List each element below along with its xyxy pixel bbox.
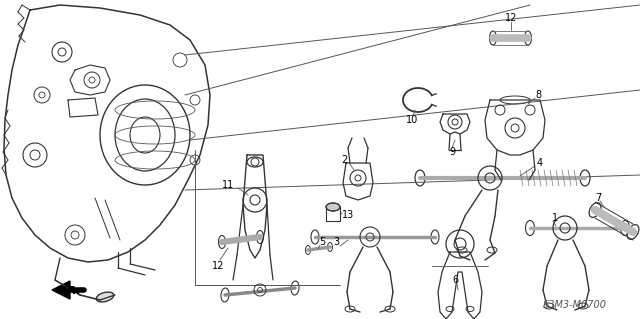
Text: 3: 3 (333, 237, 339, 247)
Text: 10: 10 (406, 115, 418, 125)
Ellipse shape (326, 203, 340, 211)
Text: S3M3-M0700: S3M3-M0700 (543, 300, 607, 310)
Text: 6: 6 (452, 275, 458, 285)
Text: 8: 8 (535, 90, 541, 100)
Text: 7: 7 (595, 193, 601, 203)
Polygon shape (52, 281, 70, 299)
Text: 11: 11 (222, 180, 234, 190)
Text: 1: 1 (552, 213, 558, 223)
Text: 12: 12 (212, 261, 224, 271)
Text: 13: 13 (342, 210, 354, 220)
Text: 12: 12 (505, 13, 517, 23)
Text: 4: 4 (537, 158, 543, 168)
Text: 5: 5 (319, 237, 325, 247)
Ellipse shape (96, 292, 114, 302)
Text: 2: 2 (341, 155, 347, 165)
Text: FR.: FR. (61, 286, 82, 296)
Text: 9: 9 (449, 147, 455, 157)
